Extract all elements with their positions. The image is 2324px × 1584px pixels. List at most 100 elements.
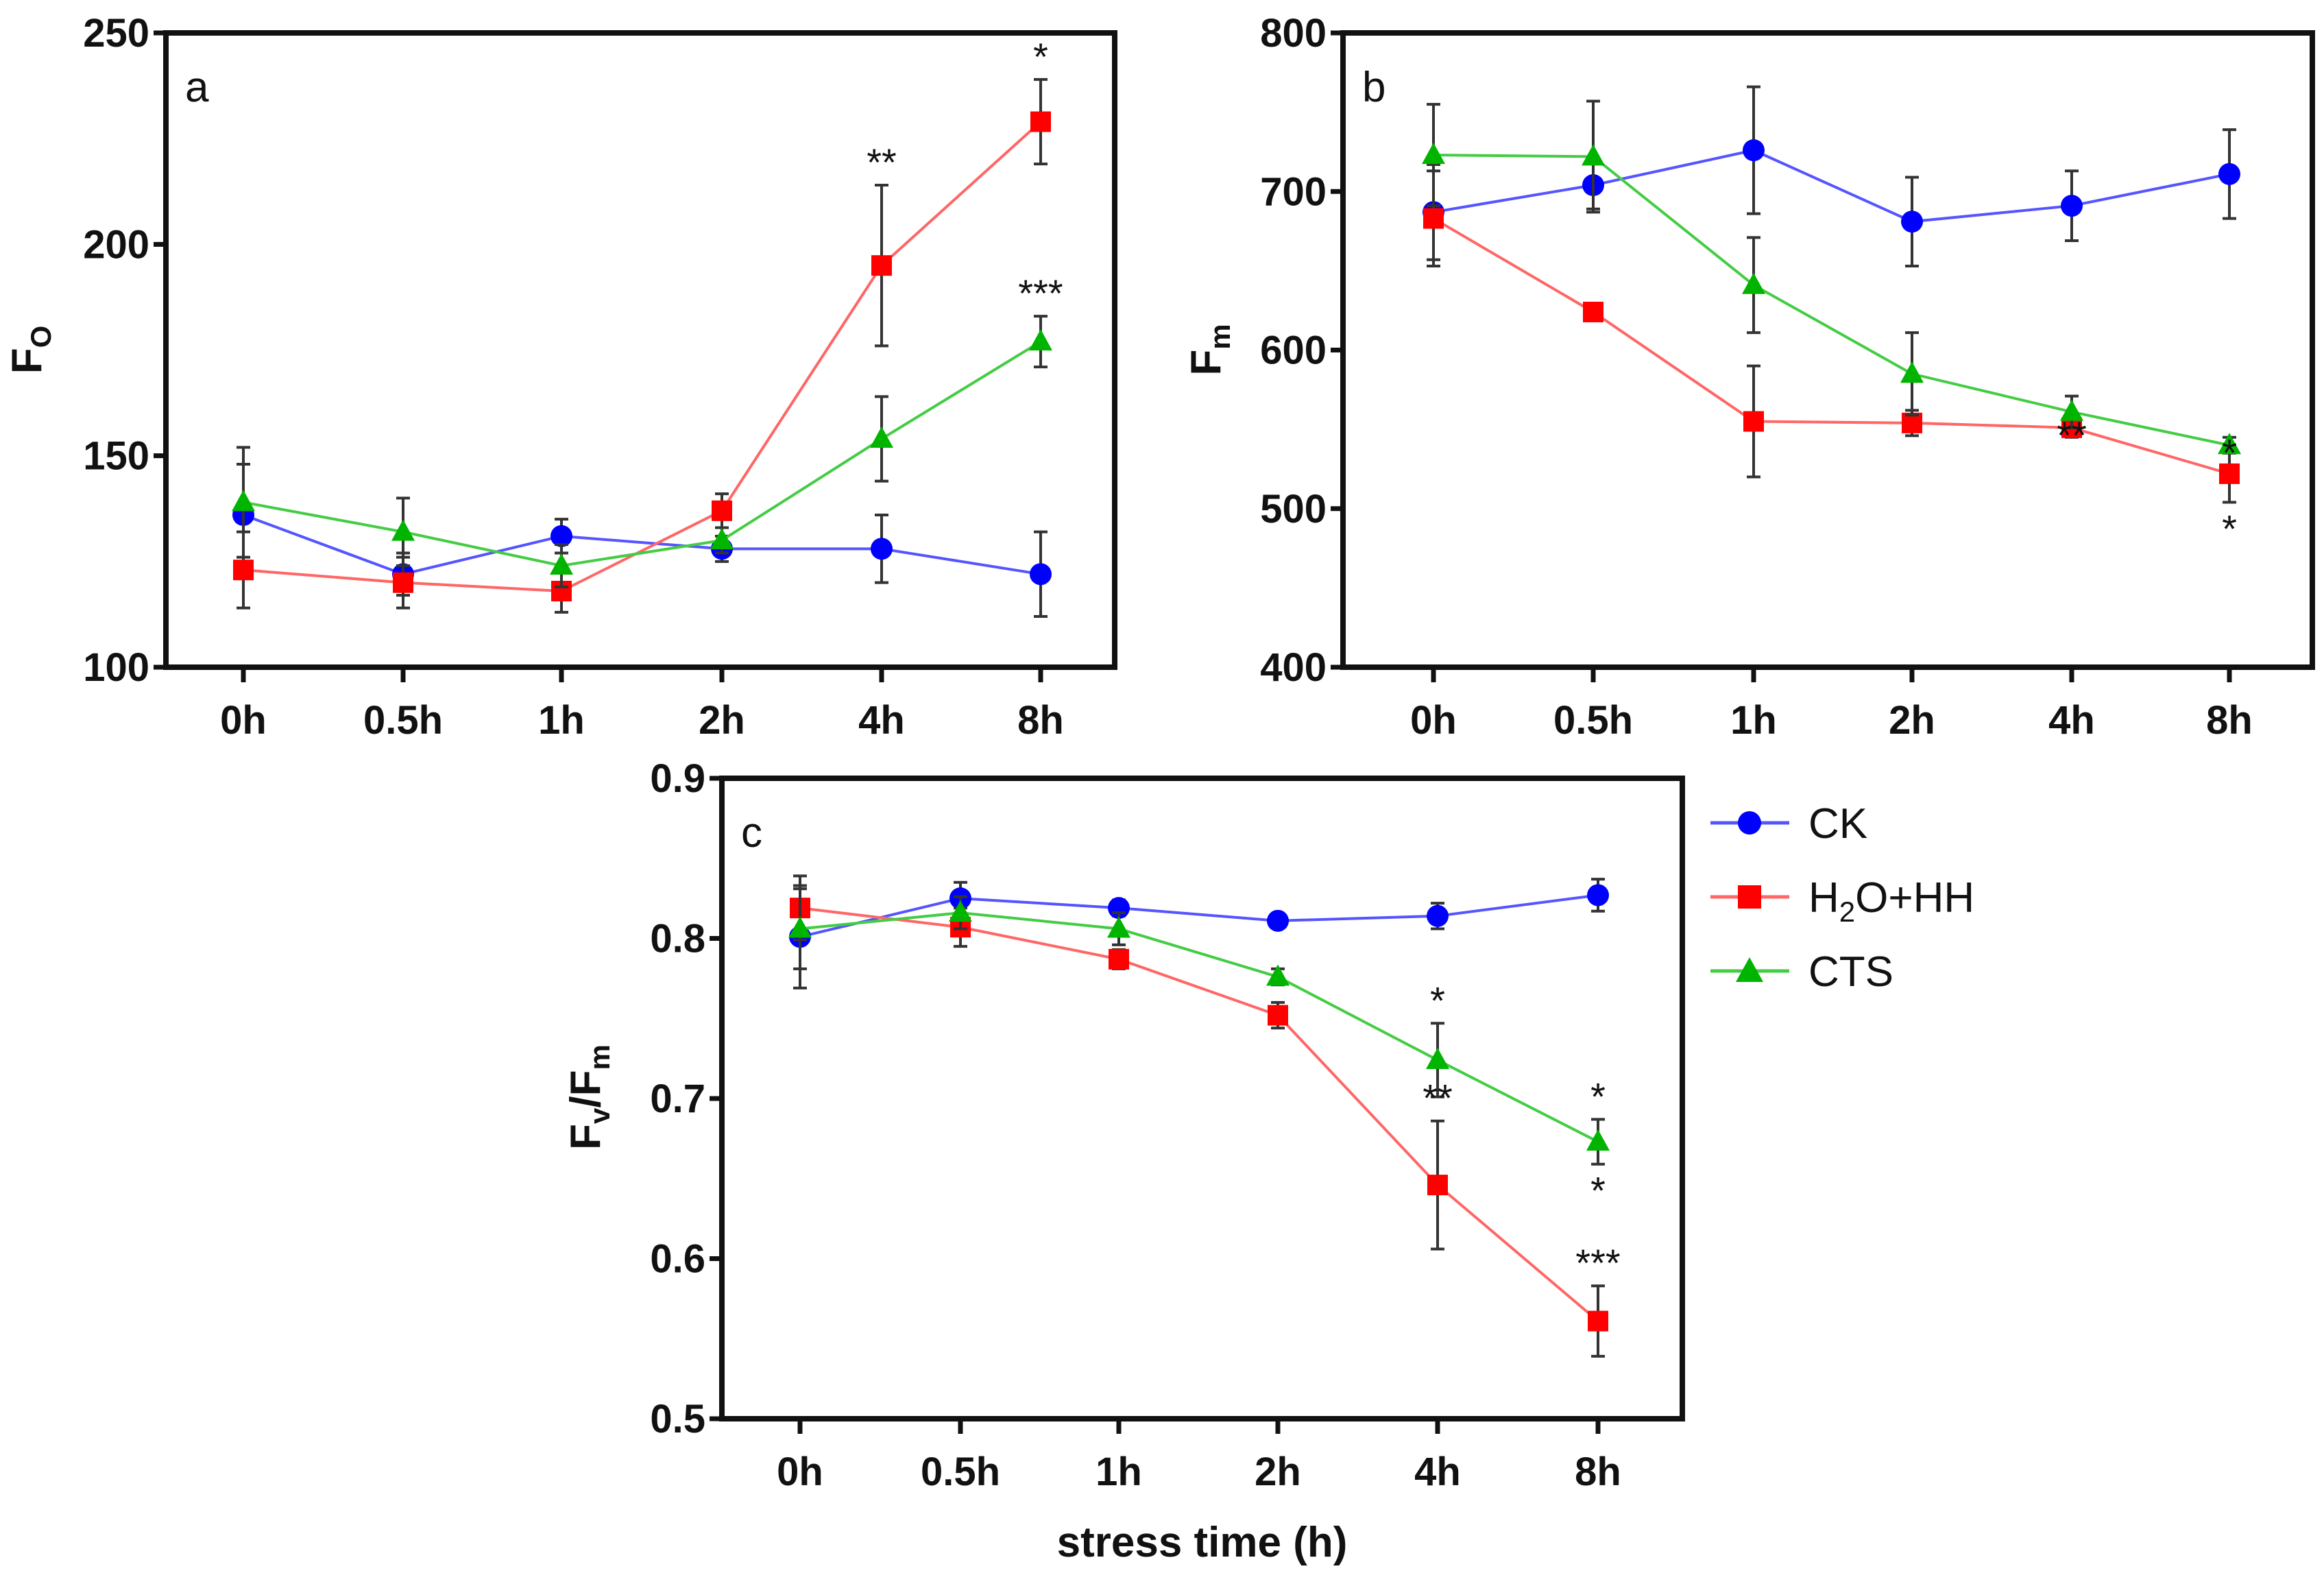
x-tick-label: 4h [1414,1450,1461,1494]
series-cts [1422,99,2241,455]
data-point-triangle [1029,329,1052,351]
y-axis-label: Fm [1183,324,1236,375]
y-tick-label: 400 [1260,645,1327,690]
y-axis-label-part: /F [562,1070,609,1108]
data-point-square [1427,1175,1448,1196]
x-tick-label: 8h [2206,698,2253,743]
legend-item-h2o-hh: H2O+HH [1710,874,1974,928]
panel-label: a [185,64,209,111]
data-point-square [393,572,413,593]
plot-frame [719,776,1685,1421]
x-tick-label: 2h [1889,698,1935,743]
y-axis-label-part: F [1183,350,1230,376]
y-axis-label-part: F [3,348,51,374]
series-line [1433,154,2230,447]
significance-marker: *** [1018,272,1063,315]
significance-marker: ** [1423,1077,1453,1120]
significance-marker: ** [867,141,897,184]
y-tick-label: 0.5 [650,1397,705,1441]
x-tick-label: 8h [1017,698,1064,743]
significance-marker: * [1430,979,1445,1022]
y-tick-label: 0.7 [650,1077,705,1121]
x-tick-label: 0h [777,1450,823,1494]
series-ck [1423,85,2240,267]
data-point-triangle [949,900,972,922]
data-point-triangle [870,427,893,448]
data-point-square [1743,411,1764,432]
significance-marker: * [1590,1169,1606,1212]
significance-marker: * [1590,1075,1606,1118]
significance-marker: * [2222,507,2237,551]
y-axis-label: Fv/Fm [562,1044,616,1150]
series-cts [232,315,1052,588]
data-point-circle [550,525,572,547]
x-tick-label: 0.5h [921,1450,1000,1494]
data-point-circle [2218,163,2240,185]
data-point-triangle [391,519,415,541]
series-line [799,911,1599,1143]
data-point-circle [1030,563,1052,586]
x-tick-label: 2h [1255,1450,1301,1494]
data-point-triangle [1266,964,1290,986]
legend-item-cts: CTS [1710,948,1893,996]
y-axis-label-part: m [1204,324,1236,349]
y-tick-label: 0.8 [650,917,705,961]
series-line [799,893,1599,939]
data-point-square [1588,1310,1608,1332]
legend-label-cts: CTS [1808,948,1893,996]
series-h2o-hh [1423,169,2240,504]
y-tick-label: 250 [83,11,149,56]
data-point-triangle [2218,433,2241,455]
series-line [243,121,1042,593]
y-tick-label: 0.6 [650,1237,705,1282]
data-point-triangle [1900,361,1924,383]
y-tick-label: 0.9 [650,756,705,801]
legend-label-h2o-hh: H2O+HH [1808,874,1974,928]
data-point-circle [1587,884,1609,907]
series-cts [788,887,1610,1166]
data-point-triangle [550,553,573,575]
y-tick-label: 150 [83,434,149,479]
data-point-circle [1901,211,1923,233]
x-tick-label: 0h [220,698,267,743]
data-point-triangle [710,528,734,549]
data-point-triangle [1582,144,1605,166]
significance-marker: * [2222,431,2237,474]
significance-marker: * [1033,35,1048,78]
significance-marker: ** [2057,413,2087,457]
x-tick-label: 1h [1096,1450,1142,1494]
series-line [243,340,1042,568]
data-point-square [233,560,254,581]
data-point-triangle [1107,916,1130,938]
x-tick-label: 2h [699,698,745,743]
series-line [1433,149,2230,224]
x-tick-label: 4h [2048,698,2095,743]
y-tick-label: 500 [1260,487,1327,531]
data-point-circle [871,538,893,560]
x-tick-label: 1h [1730,698,1777,743]
y-axis-label-part: m [583,1044,616,1070]
data-point-square [2219,463,2240,484]
panel-c-fvfm-chart: 0.5 0.6 0.7 0.8 0.9 0h 0.5h 1h 2h 4h 8h c Fv/Fm stres… [562,756,1685,1566]
x-tick-label: 0.5h [363,698,443,743]
data-point-triangle [232,490,255,512]
y-axis-label-part: O [25,326,57,348]
x-axis-label: stress time (h) [1057,1519,1348,1566]
series-ck [789,878,1609,989]
series-line [243,514,1041,576]
series-ck [232,463,1052,618]
x-tick-label: 0h [1410,698,1457,743]
data-point-square [712,500,732,521]
data-point-square [871,255,892,276]
data-point-triangle [1586,1129,1610,1151]
y-axis-label-part: F [562,1124,609,1150]
y-tick-label: 200 [83,222,149,267]
data-point-circle [2061,195,2083,217]
data-point-square [1583,302,1603,322]
series-line [1432,217,2230,475]
plot-frame [163,30,1117,670]
y-axis-label: FO [3,326,57,374]
series-h2o-hh [790,874,1608,1358]
